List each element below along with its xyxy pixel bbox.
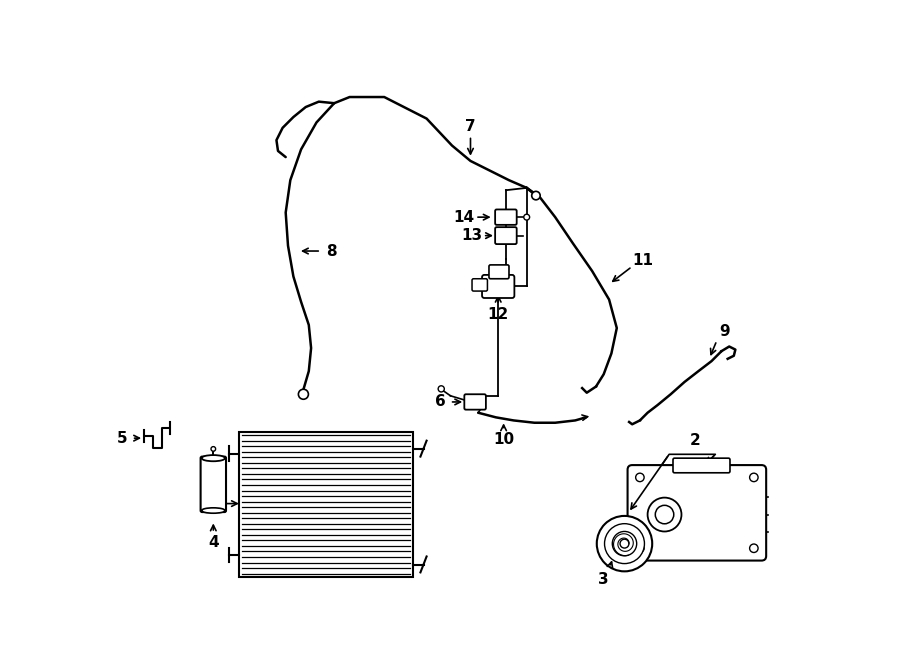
- Circle shape: [524, 214, 529, 220]
- Circle shape: [532, 191, 540, 200]
- Circle shape: [612, 531, 636, 556]
- Text: 6: 6: [435, 395, 446, 409]
- Circle shape: [655, 505, 674, 524]
- Ellipse shape: [202, 508, 225, 513]
- Text: 11: 11: [633, 253, 653, 268]
- Circle shape: [211, 447, 216, 451]
- Circle shape: [620, 539, 629, 548]
- FancyBboxPatch shape: [482, 275, 515, 298]
- FancyBboxPatch shape: [472, 279, 488, 291]
- FancyBboxPatch shape: [201, 457, 226, 512]
- FancyBboxPatch shape: [673, 458, 730, 473]
- Circle shape: [750, 473, 758, 482]
- FancyBboxPatch shape: [627, 465, 766, 561]
- Text: 5: 5: [117, 430, 128, 446]
- FancyBboxPatch shape: [464, 394, 486, 410]
- Circle shape: [648, 498, 681, 531]
- Text: 8: 8: [327, 243, 338, 258]
- Bar: [239, 432, 413, 577]
- Text: 2: 2: [690, 433, 701, 448]
- Text: 9: 9: [719, 324, 730, 338]
- Ellipse shape: [202, 455, 225, 461]
- Text: 12: 12: [488, 307, 508, 322]
- Circle shape: [438, 386, 445, 392]
- Text: 14: 14: [454, 210, 475, 225]
- Circle shape: [635, 544, 644, 553]
- Circle shape: [750, 544, 758, 553]
- Text: 1: 1: [202, 496, 213, 511]
- Circle shape: [605, 524, 644, 564]
- Circle shape: [597, 516, 652, 571]
- Text: 7: 7: [465, 119, 476, 134]
- Text: 10: 10: [493, 432, 514, 447]
- Text: 3: 3: [598, 572, 609, 586]
- Circle shape: [635, 473, 644, 482]
- Text: 4: 4: [208, 535, 219, 549]
- Text: 13: 13: [462, 228, 482, 243]
- FancyBboxPatch shape: [495, 210, 517, 225]
- Circle shape: [299, 389, 309, 399]
- FancyBboxPatch shape: [489, 265, 509, 279]
- FancyBboxPatch shape: [495, 227, 517, 244]
